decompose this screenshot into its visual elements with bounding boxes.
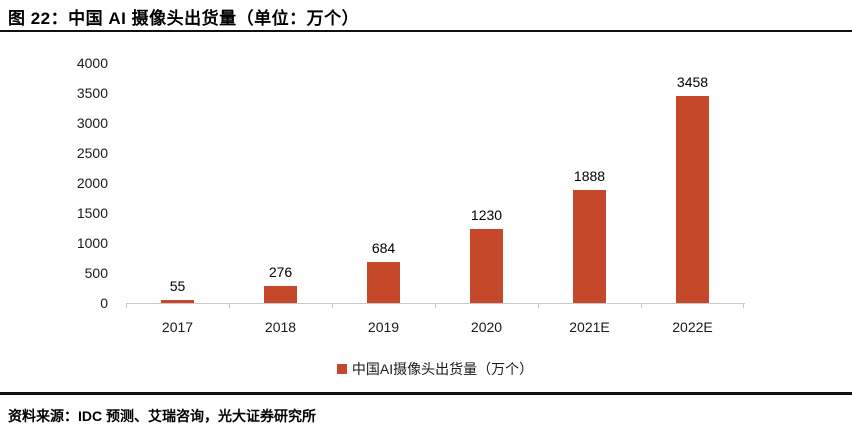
x-axis-tick [229,304,230,308]
bar-2018 [264,286,297,303]
x-axis-tick [641,304,642,308]
x-axis-tick [332,304,333,308]
bar-value-label-2022E: 3458 [676,73,709,90]
y-tick-label-0: 0 [100,295,108,311]
x-tick-label-2021E: 2021E [569,319,610,335]
y-axis-labels: 0 500 1000 1500 2000 2500 3000 3500 4000 [46,55,108,311]
x-axis-tick [538,304,539,308]
y-tick-label-1000: 1000 [76,235,108,251]
x-axis-tick [435,304,436,308]
x-tick-label-2017: 2017 [161,319,194,335]
source-note: 资料来源：IDC 预测、艾瑞咨询，光大证券研究所 [8,408,316,424]
y-tick-label-1500: 1500 [76,205,108,221]
bar-value-label-2020: 1230 [470,207,503,224]
x-tick-label-2022E: 2022E [672,319,713,335]
bar-chart-plot-area: 55 276 684 1230 1888 3458 [126,63,745,308]
bar-value-label-2017: 55 [169,277,186,294]
footer-divider [0,392,852,395]
legend-label: 中国AI摄像头出货量（万个） [351,361,534,377]
y-tick-label-3500: 3500 [76,85,108,101]
x-axis-labels: 2017 2018 2019 2020 2021E 2022E [126,319,744,335]
y-tick-label-500: 500 [84,265,108,281]
bar-2020 [470,229,503,303]
chart-legend: 中国AI摄像头出货量（万个） [126,359,744,379]
x-axis-tick [743,304,744,308]
y-tick-label-2000: 2000 [76,175,108,191]
x-tick-label-2020: 2020 [470,319,503,335]
figure-title: 图 22：中国 AI 摄像头出货量（单位：万个） [8,9,360,28]
bar-value-label-2021E: 1888 [573,167,606,184]
title-divider [0,30,852,32]
legend-marker-square [336,364,347,374]
bar-2022E [676,95,709,303]
x-axis-tick [126,304,127,308]
bar-2019 [367,261,400,303]
x-tick-label-2018: 2018 [264,319,297,335]
bar-2021E [573,189,606,303]
x-axis-line [126,303,745,304]
bar-value-label-2019: 684 [371,239,396,256]
y-tick-label-2500: 2500 [76,145,108,161]
x-tick-label-2019: 2019 [367,319,400,335]
bar-2017 [161,299,194,303]
bar-value-label-2018: 276 [268,264,293,281]
y-tick-label-3000: 3000 [76,115,108,131]
y-tick-label-4000: 4000 [76,55,108,71]
